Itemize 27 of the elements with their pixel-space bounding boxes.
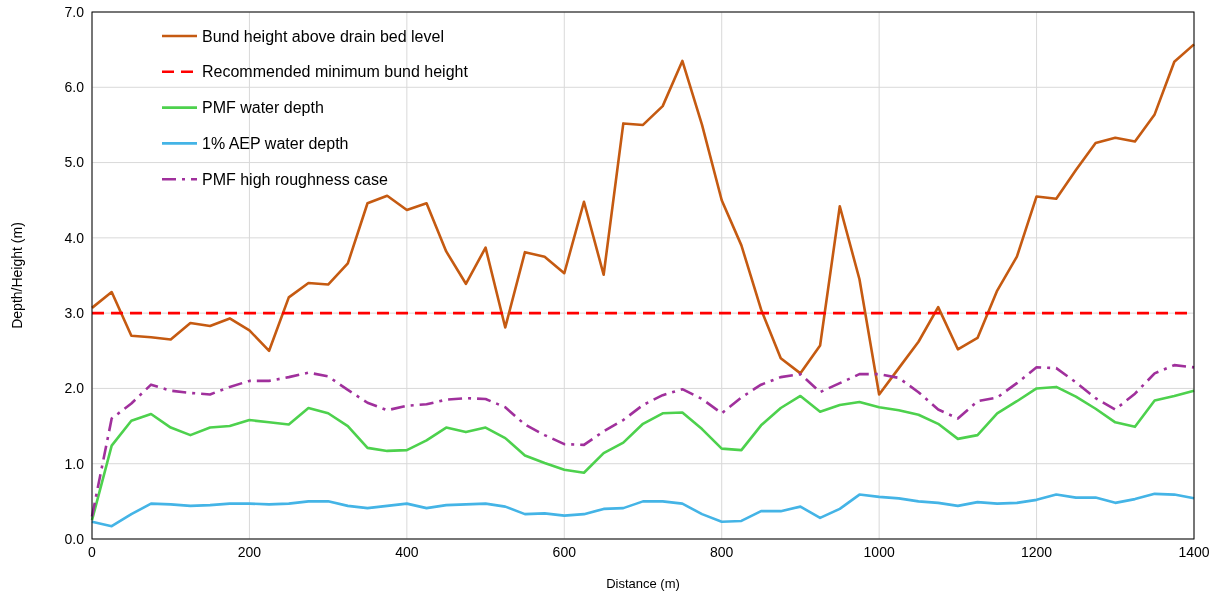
y-tick-label: 3.0 [64, 305, 85, 322]
x-tick-label: 600 [552, 544, 577, 560]
y-tick-label: 2.0 [64, 380, 85, 397]
legend-label: PMF water depth [202, 99, 324, 117]
y-tick-label: 4.0 [64, 229, 85, 246]
legend-label: Recommended minimum bund height [202, 63, 469, 81]
x-axis-title: Distance (m) [606, 576, 680, 591]
x-tick-label: 1000 [863, 544, 895, 560]
x-tick-label: 200 [237, 544, 262, 560]
line-series [90, 385, 1196, 522]
line-series [90, 43, 1196, 396]
x-tick-label: 1400 [1178, 544, 1210, 560]
line-series [90, 492, 1196, 528]
legend-label: Bund height above drain bed level [202, 27, 444, 45]
y-axis-title: Depth/Height (m) [9, 222, 25, 329]
y-tick-label: 0.0 [64, 530, 85, 547]
y-tick-label: 7.0 [64, 3, 85, 20]
x-tick-label: 800 [710, 544, 734, 560]
x-tick-label: 400 [395, 544, 419, 560]
legend-label: 1% AEP water depth [202, 135, 349, 152]
x-tick-label: 1200 [1020, 544, 1053, 560]
legend-label: PMF high roughness case [202, 170, 388, 188]
x-tick-label: 0 [88, 544, 97, 560]
y-tick-label: 1.0 [64, 455, 85, 472]
y-tick-label: 5.0 [64, 154, 85, 171]
y-tick-label: 6.0 [64, 79, 85, 96]
line-series [90, 363, 1196, 518]
